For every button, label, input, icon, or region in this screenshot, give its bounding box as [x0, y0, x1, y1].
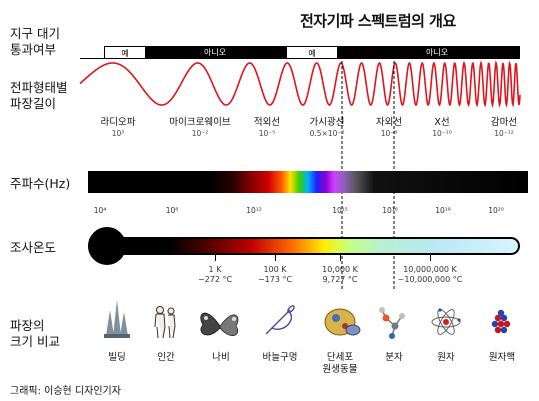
wavelength-label-line1: 전파형태별 [10, 80, 68, 95]
band-visible: 가시광선 0.5×10⁻⁶ [309, 117, 345, 138]
page-title: 전자기파 스펙트럼의 개요 [300, 12, 456, 30]
temp-tick-1: 1 K −272 °C [197, 265, 233, 284]
temp-tick-4: 10,000,000 K ~10,000,000 °C [397, 265, 463, 284]
freq-tick-7: 10²⁰ [488, 206, 504, 215]
scale-label-building: 빌딩 [108, 352, 126, 363]
freq-tick-3: 10¹² [246, 206, 262, 215]
band-xray: X선 10⁻¹⁰ [432, 117, 452, 138]
freq-tick-4: 10¹⁵ [332, 206, 348, 215]
temp-tickmark-4 [430, 255, 431, 261]
atmosphere-segment-open-1: 예 [104, 46, 146, 59]
temp-tickmark-1 [215, 255, 216, 261]
thermometer-tube [112, 237, 520, 255]
freq-tick-5: 10¹⁶ [382, 206, 398, 215]
temp-tickmark-2 [275, 255, 276, 261]
wavelength-wave [79, 60, 521, 109]
frequency-row-label: 주파수(Hz) [10, 176, 71, 191]
temp-tick-3: 10,000 K 9,727 °C [322, 265, 358, 284]
freq-tick-1: 10⁴ [93, 206, 107, 215]
atom-icon [431, 308, 461, 335]
scale-label-atom: 원자 [437, 352, 455, 363]
freq-tick-2: 10⁸ [165, 206, 179, 215]
atmosphere-label-line2: 통과여부 [10, 42, 57, 57]
needle-icon [265, 305, 295, 335]
wavelength-label-line2: 파장길이 [10, 96, 57, 111]
protozoa-icon [324, 308, 361, 336]
band-infrared: 적외선 10⁻⁵ [253, 117, 281, 138]
wavelength-row-label: 전파형태별 파장길이 [10, 80, 68, 112]
scale-label-needle: 바늘구멍 [262, 352, 298, 363]
credit: 그래픽: 이승현 디자인기자 [10, 386, 121, 397]
human-icon [154, 306, 176, 339]
scale-label-line2: 크기 비교 [10, 334, 60, 349]
atmosphere-segment-closed-2-label: 아니오 [426, 48, 449, 57]
band-gamma: 감마선 10⁻¹² [490, 117, 518, 138]
atmosphere-segment-closed-1-label: 아니오 [204, 48, 227, 57]
temperature-row-label: 조사온도 [10, 240, 57, 255]
butterfly-icon [200, 312, 239, 336]
band-radio: 라디오파 10³ [100, 117, 136, 138]
nucleus-icon [491, 309, 511, 334]
scale-label-protozoa: 단세포 원생동물 [322, 352, 358, 375]
scale-label-line1: 파장의 [10, 318, 45, 333]
band-microwave: 마이크로웨이브 10⁻² [169, 117, 231, 138]
freq-tick-6: 10¹⁸ [435, 206, 451, 215]
temp-tick-2: 100 K −173 °C [257, 265, 293, 284]
scale-label-molecule: 분자 [385, 352, 403, 363]
atmosphere-row-label: 지구 대기 통과여부 [10, 26, 60, 58]
scale-row-label: 파장의 크기 비교 [10, 318, 60, 350]
scale-label-human: 인간 [157, 352, 175, 363]
building-icon [104, 300, 130, 338]
band-ultraviolet: 자외선 10⁻⁸ [375, 117, 403, 138]
atmosphere-segment-open-2: 예 [286, 46, 338, 59]
temp-tickmark-3 [340, 255, 341, 261]
scale-label-nucleus: 원자핵 [488, 352, 516, 363]
atmosphere-segment-closed-2: 아니오 [338, 46, 520, 59]
atmosphere-segment-closed-1: 아니오 [146, 46, 286, 59]
scale-label-butterfly: 나비 [212, 352, 230, 363]
molecule-icon [379, 307, 405, 339]
frequency-spectrum-bar [88, 171, 528, 193]
atmosphere-label-line1: 지구 대기 [10, 26, 60, 41]
